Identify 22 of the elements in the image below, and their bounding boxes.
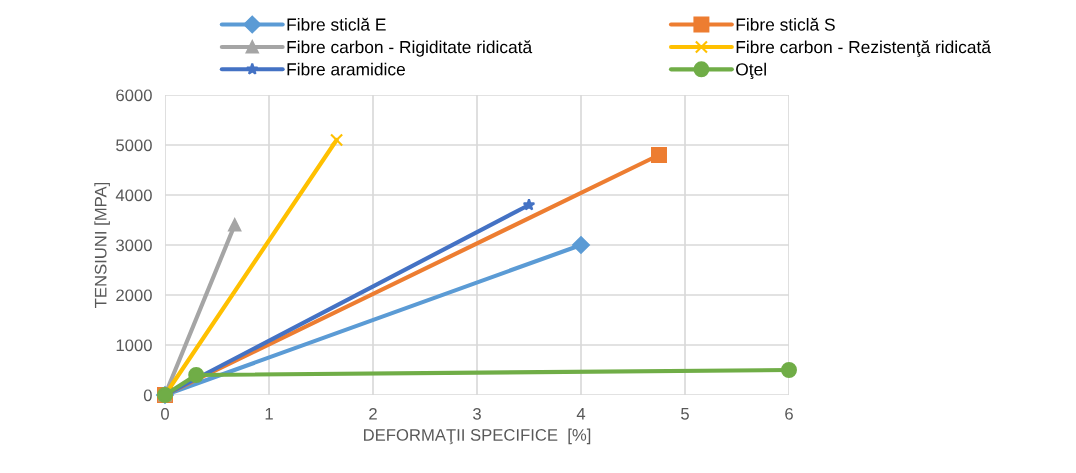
y-tick-label: 1000 xyxy=(116,339,152,352)
y-tick-label: 2000 xyxy=(116,289,152,302)
x-tick-label: 1 xyxy=(265,408,273,420)
y-tick-label: 3000 xyxy=(116,239,152,252)
x-tick-label: 4 xyxy=(576,408,586,420)
x-tick-label: 3 xyxy=(473,407,481,420)
y-axis-title: TENSIUNI [MPA] xyxy=(94,182,110,308)
y-tick-label: 5000 xyxy=(116,139,152,152)
legend-label: Fibre carbon - Rigiditate ridicată xyxy=(287,40,533,57)
y-tick-label: 4000 xyxy=(115,189,152,202)
legend-label: Fibre aramidice xyxy=(287,62,405,76)
legend-label: Fibre sticlă S xyxy=(736,17,835,31)
x-tick-label: 2 xyxy=(369,407,377,420)
legend-label: Oţel xyxy=(736,62,766,80)
y-tick-label: 0 xyxy=(143,389,152,402)
x-tick-label: 6 xyxy=(785,407,793,420)
legend-label: Fibre carbon - Rezistenţă ridicată xyxy=(736,40,991,57)
x-tick-label: 0 xyxy=(161,407,169,420)
legend-label: Fibre sticlă E xyxy=(287,17,386,31)
y-tick-label: 6000 xyxy=(116,89,152,102)
x-axis-title: DEFORMAŢII SPECIFICE [%] xyxy=(364,428,591,445)
x-tick-label: 5 xyxy=(681,408,689,420)
